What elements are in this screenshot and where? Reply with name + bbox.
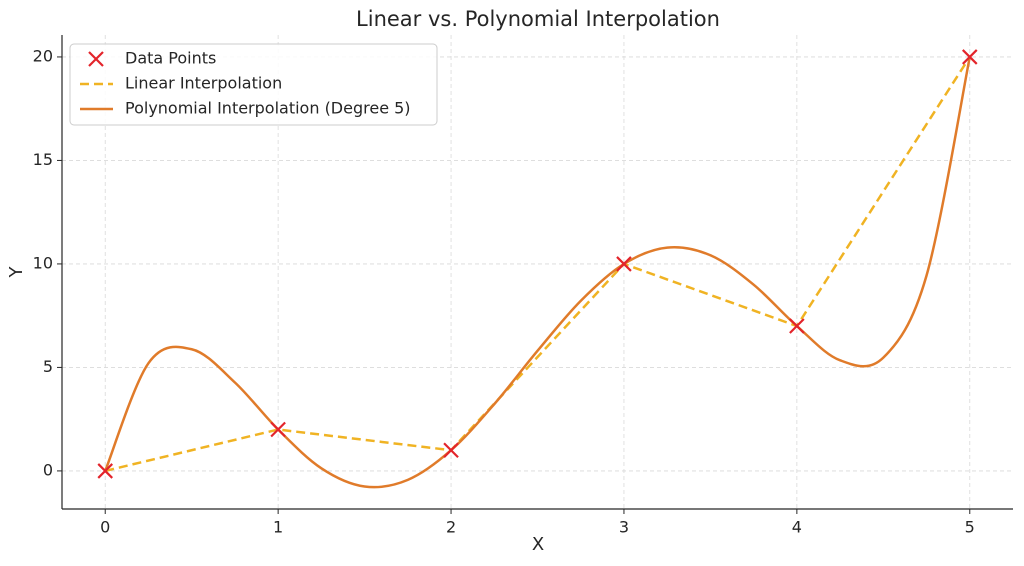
x-tick-label: 4 (792, 518, 802, 537)
legend-box (69, 43, 438, 126)
data-point (270, 421, 286, 438)
data-point (97, 463, 114, 479)
data-point (616, 256, 632, 272)
line (104, 56, 971, 489)
legend-label: Polynomial Interpolation (Degree 5) (125, 99, 411, 118)
x-tick-label: 3 (619, 518, 629, 537)
x-tick-label: 2 (446, 518, 456, 537)
y-tick-label: 5 (43, 357, 53, 376)
x-tick-label: 5 (965, 518, 975, 537)
y-tick-label: 15 (33, 150, 53, 169)
data-point (789, 318, 805, 334)
y-tick-label: 10 (33, 253, 53, 272)
line (104, 56, 971, 473)
data-point (961, 49, 978, 65)
y-axis-label: Y (6, 266, 27, 279)
data-point (443, 442, 459, 458)
legend: Data Points Linear Interpolation Polynomia… (69, 43, 438, 126)
y-tick-label: 0 (43, 460, 53, 479)
x-tick-label: 0 (100, 518, 110, 537)
plot-area (97, 49, 978, 489)
grid: 0 1 2 3 4 5 0 5 10 15 20 (33, 35, 1013, 537)
legend-label: Data Points (125, 49, 216, 68)
chart-title: Linear vs. Polynomial Interpolation (356, 7, 720, 31)
x-tick-label: 1 (273, 518, 283, 537)
legend-label: Linear Interpolation (125, 74, 282, 93)
x-axis-label: X (532, 534, 544, 555)
legend-swatch (88, 51, 104, 67)
y-tick-label: 20 (33, 46, 53, 65)
